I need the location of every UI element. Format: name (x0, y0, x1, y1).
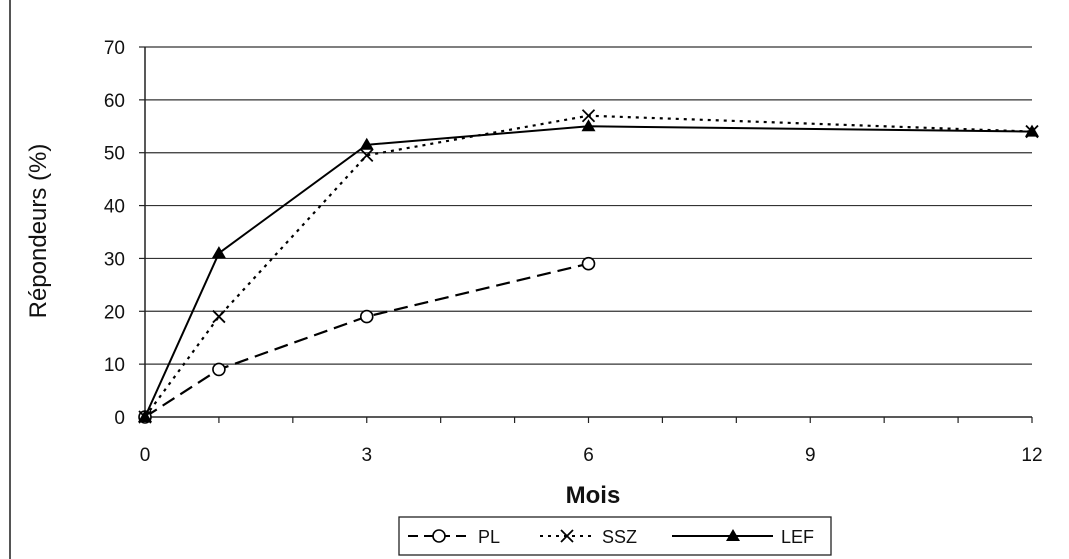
legend-marker-ssz-stroke-b (560, 529, 574, 543)
point-ssz-3-stroke-b (360, 148, 374, 162)
x-tick-label-3: 3 (361, 445, 372, 466)
series-line-lef (144, 125, 1033, 418)
x-tick-labels: 0 3 6 9 12 (140, 445, 1043, 466)
point-lef-1 (211, 246, 226, 259)
axes (139, 46, 1033, 423)
point-ssz-6 (581, 109, 596, 123)
point-pl-3 (359, 309, 374, 324)
point-ssz-1 (212, 309, 226, 324)
x-tick-label-9: 9 (805, 445, 816, 466)
legend-marker-lef (726, 529, 740, 541)
series-group (138, 109, 1039, 424)
y-tick-label-60: 60 (104, 91, 125, 112)
point-ssz-3 (360, 148, 374, 162)
y-tick-label-20: 20 (104, 302, 125, 323)
point-ssz-1-stroke-b (212, 309, 226, 324)
legend: PL SSZ LEF (398, 516, 832, 556)
x-tick-label-12: 12 (1021, 445, 1042, 466)
point-lef-6 (581, 119, 596, 132)
y-tick-label-30: 30 (104, 249, 125, 270)
x-tick-label-6: 6 (583, 445, 594, 466)
y-tick-label-40: 40 (104, 197, 125, 218)
gridlines (145, 46, 1032, 365)
page-left-border (9, 0, 11, 559)
y-axis-title: Répondeurs (%) (25, 144, 52, 319)
point-lef-3 (359, 137, 374, 150)
point-lef-12 (1025, 124, 1039, 137)
point-ssz-6-stroke-b (581, 109, 596, 123)
y-tick-label-0: 0 (114, 408, 125, 429)
y-tick-label-10: 10 (104, 355, 125, 376)
x-tick-label-0: 0 (140, 445, 151, 466)
y-tick-labels: 0 10 20 30 40 50 60 70 (104, 38, 125, 429)
y-tick-label-50: 50 (104, 144, 125, 165)
point-lef-0 (138, 410, 152, 422)
x-axis-title: Mois (566, 482, 621, 509)
y-tick-label-70: 70 (104, 38, 125, 59)
legend-label-lef: LEF (781, 527, 814, 547)
point-pl-6 (581, 256, 596, 271)
series-line-pl (144, 262, 589, 418)
point-pl-1 (212, 362, 226, 377)
legend-label-ssz: SSZ (602, 527, 637, 547)
legend-marker-ssz (560, 529, 574, 543)
legend-label-pl: PL (478, 527, 500, 547)
legend-marker-pl (432, 529, 446, 543)
